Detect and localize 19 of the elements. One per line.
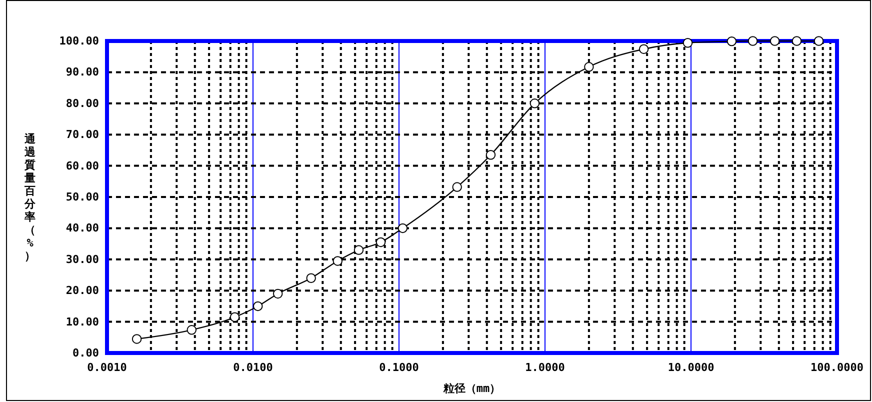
x-axis-title: 粒径（mm） — [442, 382, 501, 395]
x-tick-label: 1.0000 — [525, 360, 565, 374]
y-tick-label: 30.00 — [66, 252, 99, 266]
x-tick-label: 100.0000 — [810, 360, 864, 374]
y-tick-label: 50.00 — [66, 190, 99, 204]
y-tick-label: 100.00 — [59, 34, 99, 48]
y-tick-label: 80.00 — [66, 96, 99, 110]
y-tick-label: 70.00 — [66, 128, 99, 142]
y-tick-label: 10.00 — [66, 315, 99, 328]
x-tick-label: 0.0010 — [87, 360, 127, 374]
x-tick-label: 0.1000 — [379, 360, 419, 374]
y-tick-label: 60.00 — [66, 159, 99, 172]
y-tick-label: 0.00 — [72, 346, 99, 360]
y-tick-label: 40.00 — [66, 222, 99, 235]
y-tick-label: 20.00 — [66, 284, 99, 298]
y-tick-label: 90.00 — [66, 66, 99, 79]
x-tick-label: 10.0000 — [668, 360, 714, 374]
text: 通過質量百分率（%） — [24, 132, 36, 262]
x-tick-label: 0.0100 — [233, 360, 273, 374]
